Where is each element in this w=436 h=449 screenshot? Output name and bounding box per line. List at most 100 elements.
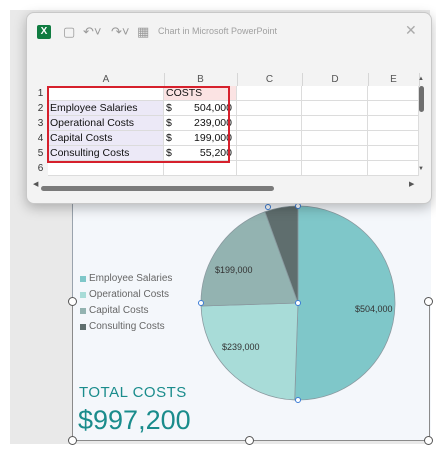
- slice-selection-handle[interactable]: [198, 300, 204, 306]
- horizontal-scroll-thumb[interactable]: [41, 186, 274, 191]
- cell-e4[interactable]: [368, 131, 419, 146]
- cell-b1[interactable]: COSTS: [164, 86, 237, 101]
- horizontal-scrollbar[interactable]: ◀ ▶: [33, 181, 431, 191]
- scroll-right-icon[interactable]: ▶: [409, 181, 415, 188]
- legend-item-consulting-costs: Consulting Costs: [80, 319, 172, 335]
- cell-e1[interactable]: [368, 86, 419, 101]
- sheet-row: 5 Consulting Costs $55,200: [33, 146, 419, 161]
- pie-slice-operational-costs[interactable]: [200, 302, 299, 401]
- column-header-c[interactable]: C: [237, 73, 303, 86]
- resize-handle-mid-right[interactable]: [424, 297, 433, 306]
- excel-icon: X: [37, 25, 51, 39]
- legend-swatch: [80, 308, 86, 314]
- vertical-scroll-down-icon[interactable]: ▼: [418, 166, 424, 172]
- window-titlebar: X ▢ ↶˅ ↷˅ ▦ Chart in Microsoft PowerPoin…: [27, 13, 431, 51]
- legend-swatch: [80, 324, 86, 330]
- cell-c6[interactable]: [237, 161, 302, 176]
- slice-selection-handle[interactable]: [295, 397, 301, 403]
- slice-selection-handle[interactable]: [295, 300, 301, 306]
- legend-item-employee-salaries: Employee Salaries: [80, 271, 172, 287]
- row-header[interactable]: 4: [37, 133, 44, 144]
- chart-legend[interactable]: Employee Salaries Operational Costs Capi…: [80, 271, 172, 335]
- resize-handle-mid-left[interactable]: [68, 297, 77, 306]
- row-header[interactable]: 5: [37, 148, 44, 159]
- cell-b2[interactable]: $504,000: [164, 101, 237, 116]
- undo-icon[interactable]: ↶˅: [83, 24, 102, 39]
- currency-symbol: $: [166, 102, 172, 114]
- cell-a3[interactable]: Operational Costs: [48, 116, 164, 131]
- vertical-scroll-thumb[interactable]: [419, 86, 424, 112]
- cell-d2[interactable]: [302, 101, 368, 116]
- legend-swatch: [80, 276, 86, 282]
- row-header[interactable]: 1: [37, 88, 44, 99]
- cell-a1[interactable]: [48, 86, 164, 101]
- cell-e3[interactable]: [368, 116, 419, 131]
- cell-value: 55,200: [199, 147, 232, 159]
- cell-b4[interactable]: $199,000: [164, 131, 237, 146]
- sheet-row: 4 Capital Costs $199,000: [33, 131, 419, 146]
- legend-label: Operational Costs: [89, 289, 170, 300]
- legend-label: Consulting Costs: [89, 321, 165, 332]
- slice-selection-handle[interactable]: [295, 203, 301, 209]
- cell-value: 199,000: [194, 132, 232, 144]
- cell-e6[interactable]: [368, 161, 419, 176]
- data-range-highlight: [47, 86, 230, 163]
- cell-value: 239,000: [194, 117, 232, 129]
- cell-a6[interactable]: [48, 161, 164, 176]
- legend-label: Capital Costs: [89, 305, 149, 316]
- row-header[interactable]: 3: [37, 118, 44, 129]
- cell-d5[interactable]: [302, 146, 368, 161]
- cell-b3[interactable]: $239,000: [164, 116, 237, 131]
- total-costs-label: TOTAL COSTS: [79, 384, 187, 401]
- cell-a2[interactable]: Employee Salaries: [48, 101, 164, 116]
- sheet-row: 2 Employee Salaries $504,000: [33, 101, 419, 116]
- cell-b5[interactable]: $55,200: [164, 146, 237, 161]
- column-header-b[interactable]: B: [164, 73, 238, 86]
- data-label-capital-costs: $199,000: [215, 265, 253, 275]
- sheet-row: 6: [33, 161, 419, 176]
- cell-c2[interactable]: [237, 101, 302, 116]
- row-header[interactable]: 2: [37, 103, 44, 114]
- row-header[interactable]: 6: [37, 163, 44, 174]
- data-label-employee-salaries: $504,000: [355, 304, 393, 314]
- resize-handle-bottom-right[interactable]: [424, 436, 433, 445]
- legend-swatch: [80, 292, 86, 298]
- chart-data-window: X ▢ ↶˅ ↷˅ ▦ Chart in Microsoft PowerPoin…: [26, 12, 432, 204]
- currency-symbol: $: [166, 117, 172, 129]
- vertical-scroll-up-icon[interactable]: ▲: [418, 76, 424, 82]
- cell-c5[interactable]: [237, 146, 302, 161]
- currency-symbol: $: [166, 147, 172, 159]
- window-title: Chart in Microsoft PowerPoint: [158, 26, 278, 36]
- cell-a4[interactable]: Capital Costs: [48, 131, 164, 146]
- close-icon[interactable]: ✕: [405, 22, 417, 38]
- cell-d1[interactable]: [302, 86, 368, 101]
- total-costs-value: $997,200: [78, 405, 191, 435]
- cell-value: 504,000: [194, 102, 232, 114]
- cell-d4[interactable]: [302, 131, 368, 146]
- scroll-left-icon[interactable]: ◀: [33, 181, 39, 188]
- redo-icon[interactable]: ↷˅: [111, 24, 130, 39]
- column-header-e[interactable]: E: [368, 73, 420, 86]
- column-header-a[interactable]: A: [48, 73, 165, 86]
- cell-b6[interactable]: [164, 161, 237, 176]
- cell-a5[interactable]: Consulting Costs: [48, 146, 164, 161]
- cell-d3[interactable]: [302, 116, 368, 131]
- cell-e2[interactable]: [368, 101, 419, 116]
- edit-data-icon[interactable]: ▦: [137, 24, 150, 39]
- cell-c3[interactable]: [237, 116, 302, 131]
- save-icon[interactable]: ▢: [63, 24, 76, 39]
- cell-d6[interactable]: [302, 161, 368, 176]
- cell-e5[interactable]: [368, 146, 419, 161]
- currency-symbol: $: [166, 132, 172, 144]
- column-headers: A B C D E: [33, 73, 420, 86]
- resize-handle-bottom-center[interactable]: [245, 436, 254, 445]
- resize-handle-bottom-left[interactable]: [68, 436, 77, 445]
- slice-selection-handle[interactable]: [265, 204, 271, 210]
- cell-c4[interactable]: [237, 131, 302, 146]
- cell-c1[interactable]: [237, 86, 302, 101]
- column-header-d[interactable]: D: [302, 73, 369, 86]
- pie-slice-employee-salaries[interactable]: [294, 205, 396, 401]
- sheet-row: 1 COSTS: [33, 86, 419, 101]
- pie-slice-capital-costs[interactable]: [200, 211, 299, 307]
